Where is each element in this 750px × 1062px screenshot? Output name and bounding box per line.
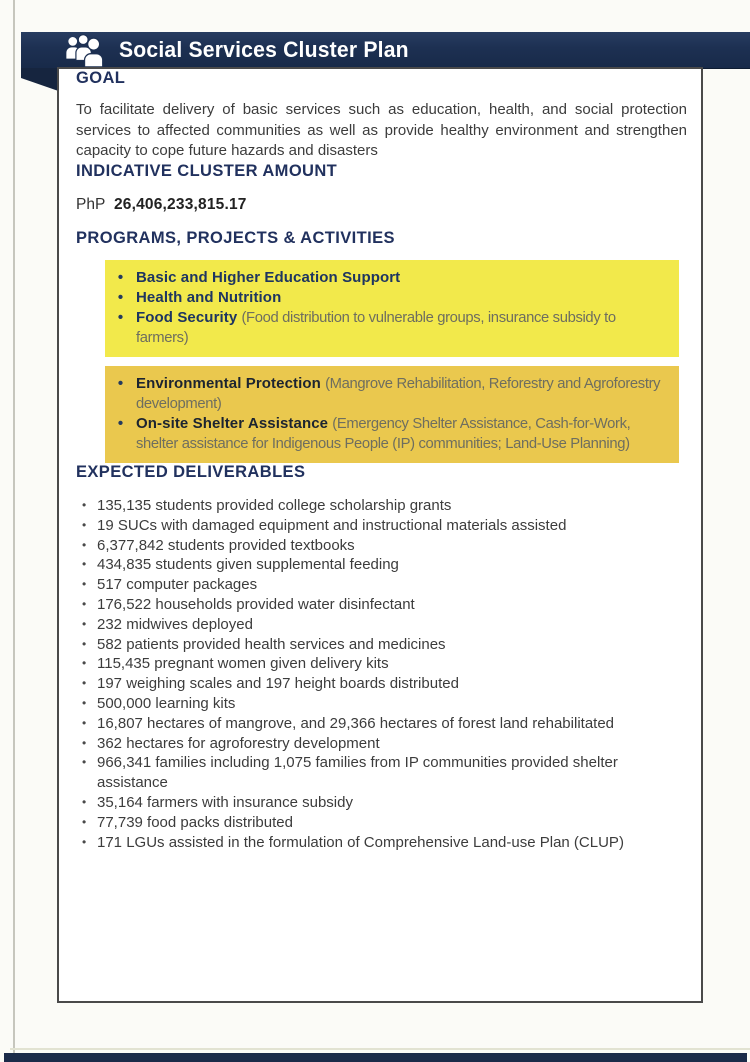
footer-accent-line bbox=[10, 1048, 750, 1050]
list-item: • 135,135 students provided college schol… bbox=[82, 497, 452, 514]
cluster-amount: PhP 26,406,233,815.17 bbox=[76, 196, 688, 214]
bullet-icon: • bbox=[82, 557, 87, 572]
list-item: • 16,807 hectares of mangrove, and 29,366… bbox=[82, 714, 615, 732]
bullet-icon: • bbox=[82, 695, 87, 710]
program-detail: (Food distribution to vulnerable groups,… bbox=[136, 310, 616, 346]
bullet-icon: • bbox=[82, 794, 87, 809]
page-title: Social Services Cluster Plan bbox=[119, 37, 409, 62]
program-title: On-site Shelter Assistance bbox=[136, 415, 329, 432]
bullet-icon: • bbox=[117, 415, 124, 432]
list-item: • 77,739 food packs distributed bbox=[82, 813, 293, 831]
program-detail: (Emergency Shelter Assistance, Cash-for-… bbox=[136, 416, 631, 452]
list-item: • 171 LGUs assisted in the formulation of… bbox=[82, 833, 624, 851]
program-title: Health and Nutrition bbox=[136, 289, 282, 306]
list-item: • 35,164 farmers with insurance subsidy bbox=[82, 793, 353, 811]
goal-line-1: To facilitate delivery of basic services… bbox=[76, 101, 687, 118]
footer-navy-bar bbox=[4, 1053, 747, 1062]
list-item: • 232 midwives deployed bbox=[82, 615, 253, 633]
bullet-icon: • bbox=[82, 656, 87, 671]
list-item: • 197 weighing scales and 197 height boar… bbox=[82, 675, 459, 693]
bullet-icon: • bbox=[82, 834, 87, 849]
people-group-icon bbox=[65, 33, 105, 72]
bullet-icon: • bbox=[117, 309, 124, 326]
program-item: • Food Security (Food distribution to vu… bbox=[105, 308, 671, 348]
program-item: • Basic and Higher Education Support bbox=[105, 268, 671, 288]
goal-paragraph: To facilitate delivery of basic services… bbox=[76, 100, 687, 162]
goal-line-2: services to affected communities as well… bbox=[76, 121, 687, 139]
bullet-icon: • bbox=[82, 596, 87, 611]
program-item: • On-site Shelter Assistance (Emergency … bbox=[105, 414, 671, 454]
bullet-icon: • bbox=[82, 537, 87, 552]
program-title: Food Security bbox=[136, 309, 238, 326]
program-title: Environmental Protection bbox=[136, 375, 321, 392]
list-item: • 115,435 pregnant women given delivery k… bbox=[82, 655, 389, 673]
bullet-icon: • bbox=[117, 269, 124, 286]
bullet-icon: • bbox=[82, 577, 87, 592]
bullet-icon: • bbox=[117, 289, 124, 306]
list-item: • 966,341 families including 1,075 famili… bbox=[82, 754, 618, 792]
list-item: • 362 hectares for agroforestry developme… bbox=[82, 734, 380, 752]
deliverables-list: • 135,135 students provided college schol… bbox=[76, 496, 688, 852]
programs-highlight-box-1: • Basic and Higher Education Support • H… bbox=[105, 260, 679, 357]
program-detail: (Mangrove Rehabilitation, Reforestry and… bbox=[136, 376, 661, 412]
program-title: Basic and Higher Education Support bbox=[136, 269, 401, 286]
bullet-icon: • bbox=[82, 814, 87, 829]
list-item: • 500,000 learning kits bbox=[82, 694, 236, 712]
bullet-icon: • bbox=[82, 636, 87, 651]
bullet-icon: • bbox=[82, 735, 87, 750]
indicative-amount-heading: INDICATIVE CLUSTER AMOUNT bbox=[76, 161, 338, 180]
list-item: • 517 computer packages bbox=[82, 576, 258, 594]
list-item: • 582 patients provided health services a… bbox=[82, 635, 446, 653]
header-ribbon: Social Services Cluster Plan bbox=[21, 32, 750, 68]
content-frame: GOAL To facilitate delivery of basic ser… bbox=[57, 67, 703, 1003]
goal-line-3: capacity to cope future hazards and disa… bbox=[76, 142, 378, 159]
deliverables-heading: EXPECTED DELIVERABLES bbox=[76, 463, 306, 481]
programs-highlight-box-2: • Environmental Protection (Mangrove Reh… bbox=[105, 366, 679, 463]
program-item: • Environmental Protection (Mangrove Reh… bbox=[105, 374, 671, 414]
scan-edge-line bbox=[13, 0, 15, 1062]
bullet-icon: • bbox=[82, 676, 87, 691]
bullet-icon: • bbox=[82, 517, 87, 532]
list-item: • 6,377,842 students provided textbooks bbox=[82, 536, 355, 554]
currency-label: PhP bbox=[76, 195, 106, 213]
list-item: • 19 SUCs with damaged equipment and inst… bbox=[82, 516, 567, 534]
ribbon-fold bbox=[21, 68, 57, 91]
bullet-icon: • bbox=[82, 755, 87, 770]
goal-heading: GOAL bbox=[76, 69, 126, 87]
program-item: • Health and Nutrition bbox=[105, 288, 671, 308]
amount-value: 26,406,233,815.17 bbox=[113, 195, 247, 213]
list-item: • 434,835 students given supplemental fee… bbox=[82, 556, 399, 574]
bullet-icon: • bbox=[82, 616, 87, 631]
bullet-icon: • bbox=[117, 375, 124, 392]
programs-heading: PROGRAMS, PROJECTS & ACTIVITIES bbox=[76, 229, 395, 247]
bullet-icon: • bbox=[82, 498, 87, 512]
bullet-icon: • bbox=[82, 715, 87, 730]
list-item: • 176,522 households provided water disin… bbox=[82, 595, 415, 613]
